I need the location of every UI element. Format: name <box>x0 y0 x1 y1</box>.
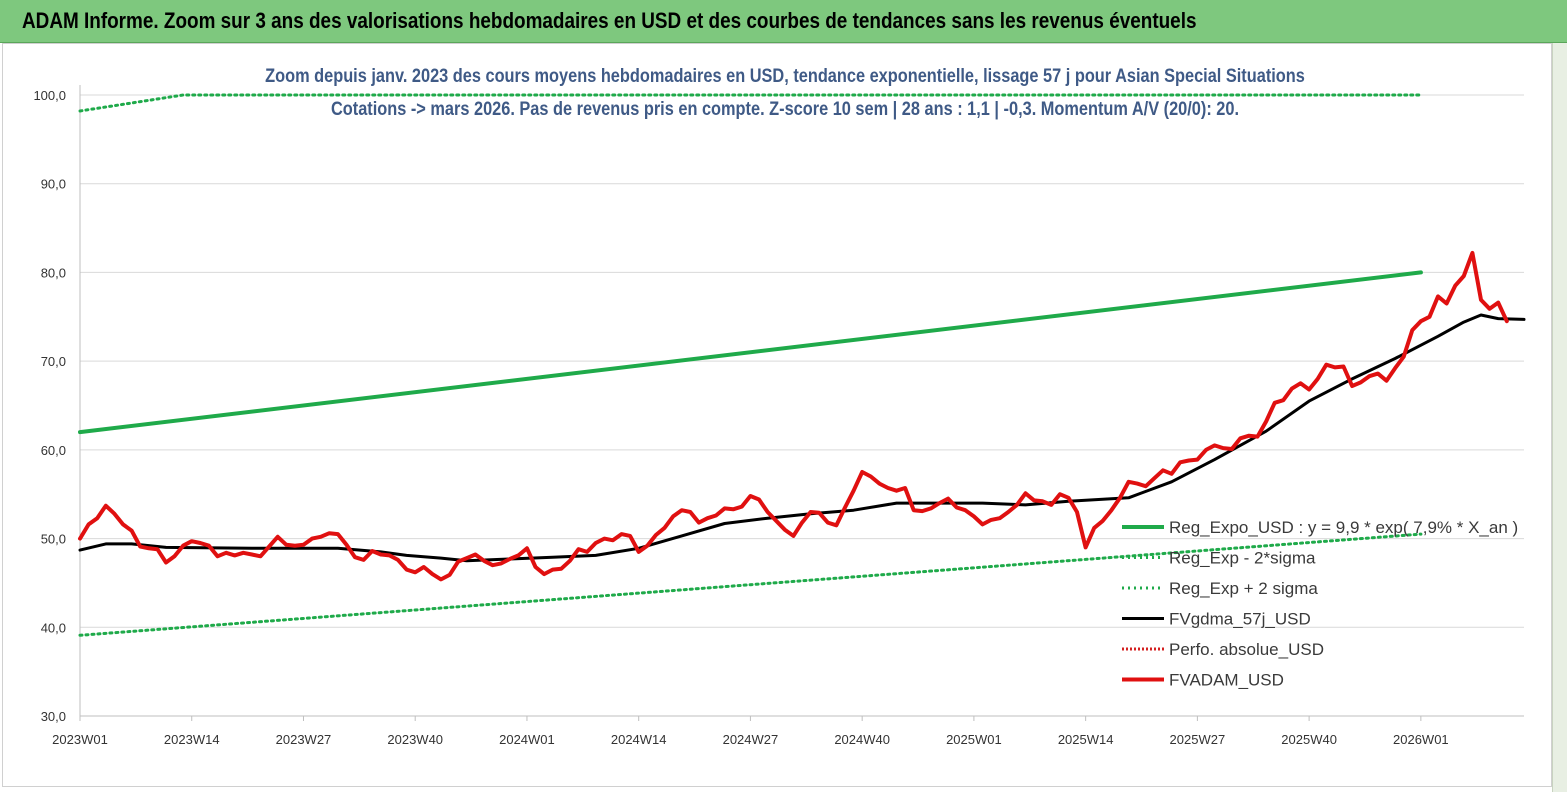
y-tick-label: 90,0 <box>41 177 66 192</box>
x-tick-label: 2023W01 <box>52 732 108 747</box>
legend-label: Reg_Exp + 2 sigma <box>1169 579 1318 598</box>
y-tick-label: 100,0 <box>33 88 66 103</box>
series-line-3 <box>78 93 1423 113</box>
legend-label: Reg_Expo_USD : y = 9,9 * exp( 7,9% * X_a… <box>1169 518 1518 537</box>
y-tick-label: 60,0 <box>41 443 66 458</box>
x-tick-label: 2025W40 <box>1281 732 1337 747</box>
x-tick-label: 2024W01 <box>499 732 555 747</box>
report-banner: ADAM Informe. Zoom sur 3 ans des valoris… <box>0 0 1567 43</box>
legend-label: FVADAM_USD <box>1169 671 1284 690</box>
x-tick-label: 2023W40 <box>387 732 443 747</box>
report-title: ADAM Informe. Zoom sur 3 ans des valoris… <box>22 8 1197 33</box>
x-tick-label: 2023W27 <box>276 732 332 747</box>
chart-title-line2: Cotations -> mars 2026. Pas de revenus p… <box>330 99 1240 120</box>
series-line-1 <box>78 270 1423 435</box>
x-tick-label: 2026W01 <box>1393 732 1449 747</box>
x-tick-label: 2024W14 <box>611 732 667 747</box>
y-tick-label: 70,0 <box>41 354 66 369</box>
x-tick-label: 2025W14 <box>1058 732 1114 747</box>
series-line-6 <box>78 250 1509 582</box>
series-line-2 <box>78 532 1423 637</box>
x-tick-label: 2025W01 <box>946 732 1002 747</box>
y-tick-label: 40,0 <box>41 620 66 635</box>
y-tick-label: 50,0 <box>41 532 66 547</box>
chart-title-line1: Zoom depuis janv. 2023 des cours moyens … <box>265 66 1305 87</box>
x-tick-label: 2025W27 <box>1170 732 1226 747</box>
y-tick-label: 80,0 <box>41 265 66 280</box>
legend-label: Reg_Exp - 2*sigma <box>1169 549 1316 568</box>
right-scroll-strip <box>1552 43 1567 792</box>
x-tick-label: 2024W40 <box>834 732 890 747</box>
chart-frame <box>2 43 1552 787</box>
x-tick-label: 2023W14 <box>164 732 220 747</box>
y-tick-label: 30,0 <box>41 709 66 724</box>
x-tick-label: 2024W27 <box>723 732 779 747</box>
legend-label: FVgdma_57j_USD <box>1169 610 1311 629</box>
legend-label: Perfo. absolue_USD <box>1169 640 1324 659</box>
